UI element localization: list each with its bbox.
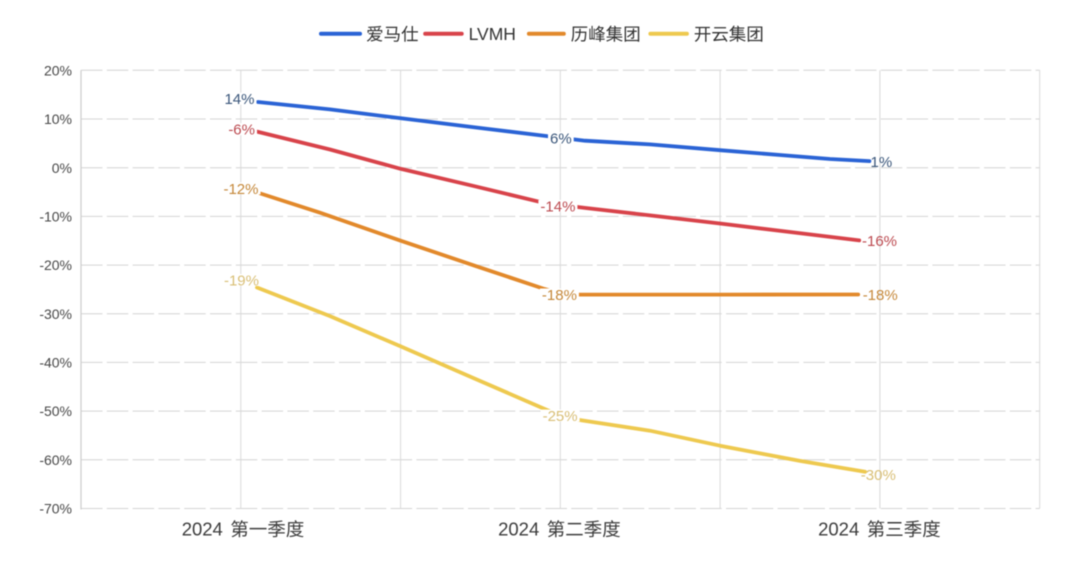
svg-text:2024: 2024 xyxy=(818,519,859,540)
svg-text:20%: 20% xyxy=(44,62,72,78)
svg-text:-18%: -18% xyxy=(863,287,898,304)
svg-text:-18%: -18% xyxy=(542,287,577,304)
svg-text:-14%: -14% xyxy=(540,199,575,216)
svg-text:-30%: -30% xyxy=(39,306,72,322)
svg-text:-70%: -70% xyxy=(39,501,72,517)
svg-text:-25%: -25% xyxy=(543,408,578,425)
svg-text:1%: 1% xyxy=(871,154,893,171)
svg-text:-20%: -20% xyxy=(39,257,72,273)
svg-text:-16%: -16% xyxy=(862,233,897,250)
svg-text:14%: 14% xyxy=(224,91,254,108)
svg-text:-40%: -40% xyxy=(39,355,72,371)
svg-text:2024: 2024 xyxy=(182,519,223,540)
svg-text:LVMH: LVMH xyxy=(469,24,516,44)
svg-text:-50%: -50% xyxy=(39,403,72,419)
svg-text:2024: 2024 xyxy=(498,519,539,540)
svg-text:10%: 10% xyxy=(44,111,72,127)
svg-text:0%: 0% xyxy=(52,160,72,176)
svg-text:-30%: -30% xyxy=(861,467,896,484)
svg-text:-60%: -60% xyxy=(39,452,72,468)
svg-text:-10%: -10% xyxy=(39,209,72,225)
svg-text:-6%: -6% xyxy=(228,122,255,139)
svg-text:6%: 6% xyxy=(550,130,572,147)
svg-text:-19%: -19% xyxy=(224,273,259,290)
svg-text:-12%: -12% xyxy=(223,181,258,198)
